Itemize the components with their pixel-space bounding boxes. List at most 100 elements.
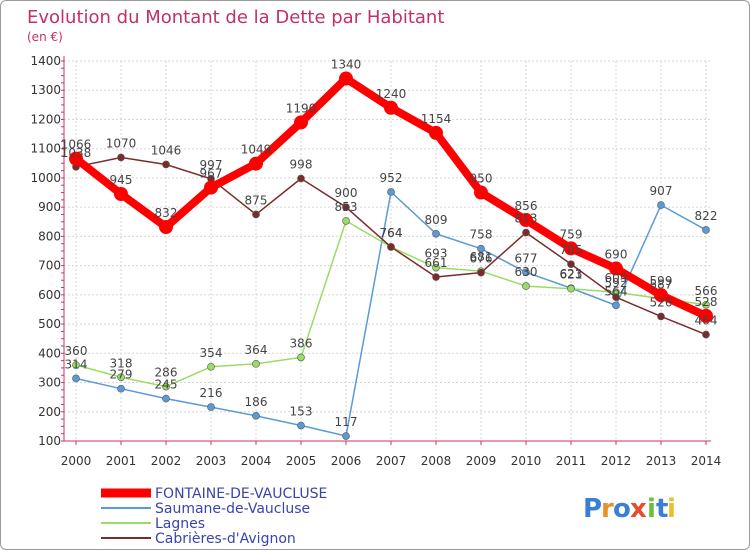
x-tick-label: 2001 (106, 454, 137, 468)
data-label: 587 (650, 278, 673, 292)
data-label: 528 (695, 295, 718, 309)
data-point (117, 153, 125, 162)
data-point (702, 226, 710, 234)
data-point (207, 362, 215, 371)
data-point (699, 308, 713, 323)
data-label: 621 (560, 268, 583, 282)
data-point (567, 260, 575, 268)
data-label: 677 (515, 251, 538, 265)
data-point (522, 282, 530, 290)
data-point (252, 412, 260, 420)
data-label: 764 (380, 226, 403, 240)
y-tick-label: 300 (38, 376, 61, 390)
data-label: 1046 (151, 143, 182, 157)
chart-subtitle: (en €) (27, 30, 63, 44)
data-point (432, 229, 440, 238)
data-label: 1049 (241, 143, 272, 157)
y-tick-label: 600 (38, 288, 61, 302)
plot-area (64, 61, 711, 441)
data-label: 809 (425, 213, 448, 227)
data-label: 853 (335, 200, 358, 214)
data-label: 907 (650, 184, 673, 198)
data-point (297, 421, 305, 430)
x-tick-label: 2005 (286, 454, 317, 468)
y-tick-label: 1300 (30, 83, 61, 97)
logo-letter: i (667, 494, 676, 524)
data-label: 758 (470, 228, 493, 242)
data-label: 279 (110, 368, 133, 382)
x-tick-label: 2014 (691, 454, 722, 468)
x-tick-label: 2002 (151, 454, 182, 468)
data-label: 1240 (376, 87, 407, 101)
data-point (294, 115, 308, 130)
logo-letter: i (647, 494, 656, 524)
data-label: 286 (155, 366, 178, 380)
data-label: 759 (560, 227, 583, 241)
data-point (429, 125, 443, 140)
data-label: 1190 (286, 101, 317, 115)
axes: 1002003004005006007008009001000110012001… (30, 54, 721, 468)
data-label: 216 (200, 386, 223, 400)
data-point (162, 382, 170, 391)
data-label: 661 (425, 256, 448, 270)
data-point (342, 203, 350, 211)
data-label: 875 (245, 193, 268, 207)
data-point (612, 293, 620, 301)
data-label: 998 (290, 158, 313, 172)
data-label: 526 (650, 295, 673, 309)
data-label: 813 (515, 212, 538, 226)
data-point (249, 156, 263, 171)
data-point (117, 384, 125, 393)
x-tick-label: 2009 (466, 454, 497, 468)
data-point (204, 180, 218, 195)
data-point (432, 263, 440, 272)
data-label: 690 (605, 248, 628, 262)
data-label: 599 (650, 274, 673, 288)
data-point (657, 312, 665, 321)
data-point (252, 210, 260, 219)
logo-letter: t (656, 494, 668, 524)
data-label: 386 (290, 336, 313, 350)
y-tick-label: 1100 (30, 142, 61, 156)
data-point (612, 301, 620, 310)
data-point (564, 241, 578, 256)
data-label: 1038 (61, 146, 92, 160)
data-point (702, 330, 710, 339)
data-label: 1066 (61, 138, 92, 152)
legend-label: FONTAINE-DE-VAUCLUSE (155, 486, 327, 502)
data-point (474, 185, 488, 200)
data-label: 950 (470, 172, 493, 186)
data-label: 186 (245, 395, 268, 409)
data-label: 967 (200, 167, 223, 181)
legend: FONTAINE-DE-VAUCLUSESaumane-de-VaucluseL… (101, 486, 327, 547)
x-tick-label: 2010 (511, 454, 542, 468)
data-label: 952 (380, 171, 403, 185)
data-point (387, 243, 395, 251)
data-labels: 1066 945 832 967 1049 1190 1340 1240 1154 950 856 7… (61, 58, 718, 429)
data-label: 1154 (421, 112, 452, 126)
data-label: 1340 (331, 58, 362, 72)
x-tick-label: 2006 (331, 454, 362, 468)
data-point (252, 360, 260, 368)
data-point (72, 361, 80, 369)
data-point (297, 174, 305, 183)
data-label: 314 (65, 357, 88, 371)
data-point (339, 71, 353, 86)
x-tick-label: 2012 (601, 454, 632, 468)
chart-title: Evolution du Montant de la Dette par Hab… (27, 7, 444, 28)
y-tick-label: 900 (38, 200, 61, 214)
data-point (297, 353, 305, 362)
data-label: 623 (560, 267, 583, 281)
data-point (432, 273, 440, 281)
y-tick-label: 500 (38, 317, 61, 331)
y-tick-label: 100 (38, 434, 61, 448)
data-label: 364 (245, 343, 268, 357)
data-point (69, 151, 83, 166)
data-point (519, 213, 533, 228)
proxiti-logo: Pr o x i ti (583, 494, 676, 524)
logo-letter: P (583, 494, 602, 524)
data-label: 153 (290, 405, 313, 419)
data-point (207, 403, 215, 411)
